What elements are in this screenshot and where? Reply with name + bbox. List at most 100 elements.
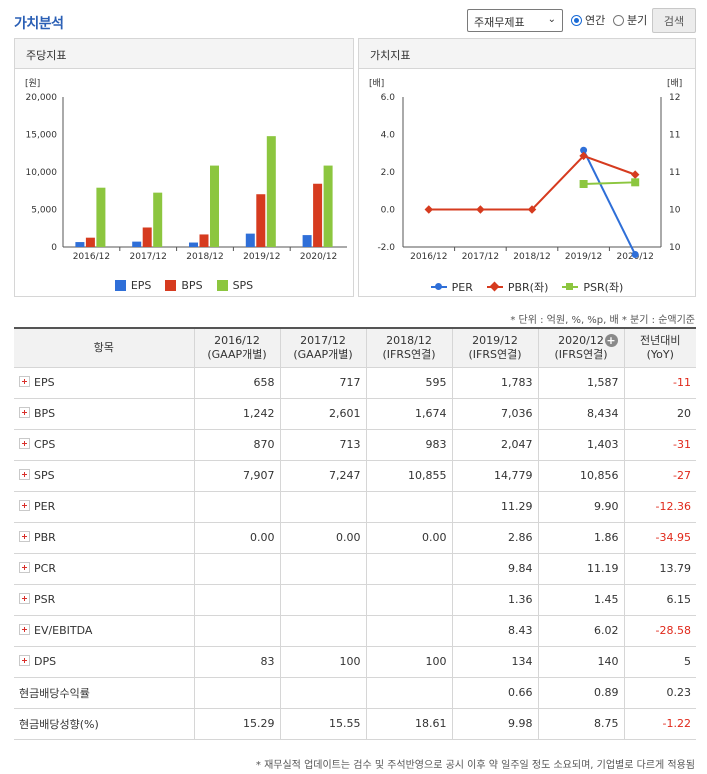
column-header: 전년대비 (YoY) — [623, 328, 696, 368]
expand-plus-icon[interactable] — [19, 438, 30, 449]
legend-per[interactable]: PER — [430, 279, 473, 295]
column-header-line2: (YoY) — [646, 347, 674, 361]
column-header: 2020/12 (IFRS연결) + — [537, 328, 625, 368]
statement-select[interactable]: 주재무제표 ⌄ — [467, 9, 563, 32]
value-cell: 7,036 — [451, 397, 539, 430]
search-button[interactable]: 검색 — [652, 8, 696, 33]
value-cell — [365, 490, 453, 523]
expand-plus-icon[interactable] — [19, 531, 30, 542]
y-right-tick-label: 11 — [669, 131, 680, 141]
column-header-line1: 2019/12 — [472, 333, 518, 347]
expand-plus-icon[interactable] — [19, 562, 30, 573]
yoy-cell: -11 — [623, 366, 696, 399]
table-row: PER 11.29 9.90 -12.36 — [14, 490, 696, 523]
row-label: CPS — [34, 438, 56, 451]
add-column-icon[interactable]: + — [604, 334, 618, 347]
value-cell: 1,674 — [365, 397, 453, 430]
legend-psr[interactable]: PSR(좌) — [562, 279, 623, 295]
x-tick-label: 2017/12 — [130, 252, 167, 262]
value-cell: 595 — [365, 366, 453, 399]
table-row: EV/EBITDA 8.43 6.02 -28.58 — [14, 614, 696, 647]
value-cell: 0.00 — [279, 521, 367, 554]
row-label-cell[interactable]: PCR — [14, 552, 195, 585]
bar-sps — [210, 165, 219, 247]
legend-bps-label: BPS — [181, 279, 203, 292]
y-left-tick-label: -2.0 — [377, 243, 395, 253]
value-cell: 8.43 — [451, 614, 539, 647]
radio-quarter[interactable]: 분기 — [613, 12, 647, 28]
legend-pbr[interactable]: PBR(좌) — [486, 279, 548, 295]
value-cell: 10,855 — [365, 459, 453, 492]
value-cell — [365, 552, 453, 585]
statement-select-value: 주재무제표 — [474, 16, 525, 29]
legend-psr-label: PSR(좌) — [583, 281, 624, 294]
line-0 — [582, 149, 637, 255]
bar-sps — [96, 187, 106, 247]
row-label-cell[interactable]: SPS — [14, 459, 195, 492]
radio-annual[interactable]: 연간 — [571, 12, 605, 28]
column-header-line1: 2016/12 — [214, 333, 260, 347]
value-cell: 1.86 — [537, 521, 625, 554]
value-cell: 658 — [193, 366, 281, 399]
table-row: EPS 658 717 595 1,783 1,587 -11 — [14, 366, 696, 399]
row-label: PSR — [34, 593, 56, 606]
row-label-cell[interactable]: PBR — [14, 521, 195, 554]
radio-quarter-icon — [613, 14, 624, 26]
expand-plus-icon[interactable] — [19, 469, 30, 480]
table-row: BPS 1,242 2,601 1,674 7,036 8,434 20 — [14, 397, 696, 430]
legend-per-label: PER — [451, 280, 473, 294]
yoy-cell: -27 — [623, 459, 696, 492]
table-row: DPS 83 100 100 134 140 5 — [14, 645, 696, 678]
row-label-cell[interactable]: BPS — [14, 397, 195, 430]
column-header-line1: 전년대비 — [640, 333, 681, 347]
value-cell — [279, 676, 367, 709]
legend-sps-label: SPS — [232, 279, 254, 292]
value-cell: 8,434 — [537, 397, 625, 430]
row-label: PCR — [34, 562, 56, 575]
point-pbr — [630, 170, 640, 179]
y-tick-label: 20,000 — [26, 93, 58, 103]
row-label-cell[interactable]: DPS — [14, 645, 195, 678]
column-header-line1: 2018/12 — [386, 333, 432, 347]
expand-plus-icon[interactable] — [19, 376, 30, 387]
value-cell: 0.00 — [193, 521, 281, 554]
value-cell: 9.98 — [451, 707, 539, 740]
value-cell: 0.66 — [451, 676, 539, 709]
expand-plus-icon[interactable] — [19, 655, 30, 666]
row-label: 현금배당수익률 — [19, 686, 90, 700]
yoy-cell: -31 — [623, 428, 696, 461]
value-cell — [365, 676, 453, 709]
expand-plus-icon[interactable] — [19, 624, 30, 635]
per-share-panel: 주당지표 [원] 20,000 15,000 10,000 5,000 0 2016/12 2… — [14, 38, 354, 297]
value-cell — [193, 614, 281, 647]
yoy-cell: -12.36 — [623, 490, 696, 523]
x-tick-label: 2018/12 — [513, 252, 550, 262]
row-label-cell[interactable]: PSR — [14, 583, 195, 616]
x-tick-label: 2019/12 — [565, 252, 602, 262]
expand-plus-icon[interactable] — [19, 500, 30, 511]
chevron-down-icon: ⌄ — [547, 14, 556, 25]
yoy-cell: 0.23 — [623, 676, 696, 709]
row-label-cell[interactable]: EPS — [14, 366, 195, 399]
expand-plus-icon[interactable] — [19, 407, 30, 418]
point-psr — [631, 178, 640, 187]
expand-plus-icon[interactable] — [19, 593, 30, 604]
y-left-tick-label: 0.0 — [381, 206, 396, 216]
legend-bps[interactable]: BPS — [165, 279, 203, 292]
row-label-cell[interactable]: CPS — [14, 428, 195, 461]
y-left-tick-label: 4.0 — [381, 131, 396, 141]
column-header: 2019/12 (IFRS연결) — [451, 328, 539, 368]
row-label-cell[interactable]: EV/EBITDA — [14, 614, 195, 647]
bar-bps — [199, 234, 209, 247]
row-label-cell[interactable]: PER — [14, 490, 195, 523]
legend-sps[interactable]: SPS — [216, 279, 254, 292]
value-cell: 1,587 — [537, 366, 625, 399]
legend-eps[interactable]: EPS — [114, 279, 151, 292]
row-label: SPS — [34, 469, 55, 482]
y-left-tick-label: 6.0 — [381, 93, 396, 103]
point-pbr — [579, 151, 588, 161]
point-pbr — [476, 205, 485, 214]
table-row: 현금배당수익률 0.66 0.89 0.23 — [14, 676, 696, 709]
radio-annual-label: 연간 — [585, 14, 606, 27]
psr-line-icon — [562, 283, 579, 290]
